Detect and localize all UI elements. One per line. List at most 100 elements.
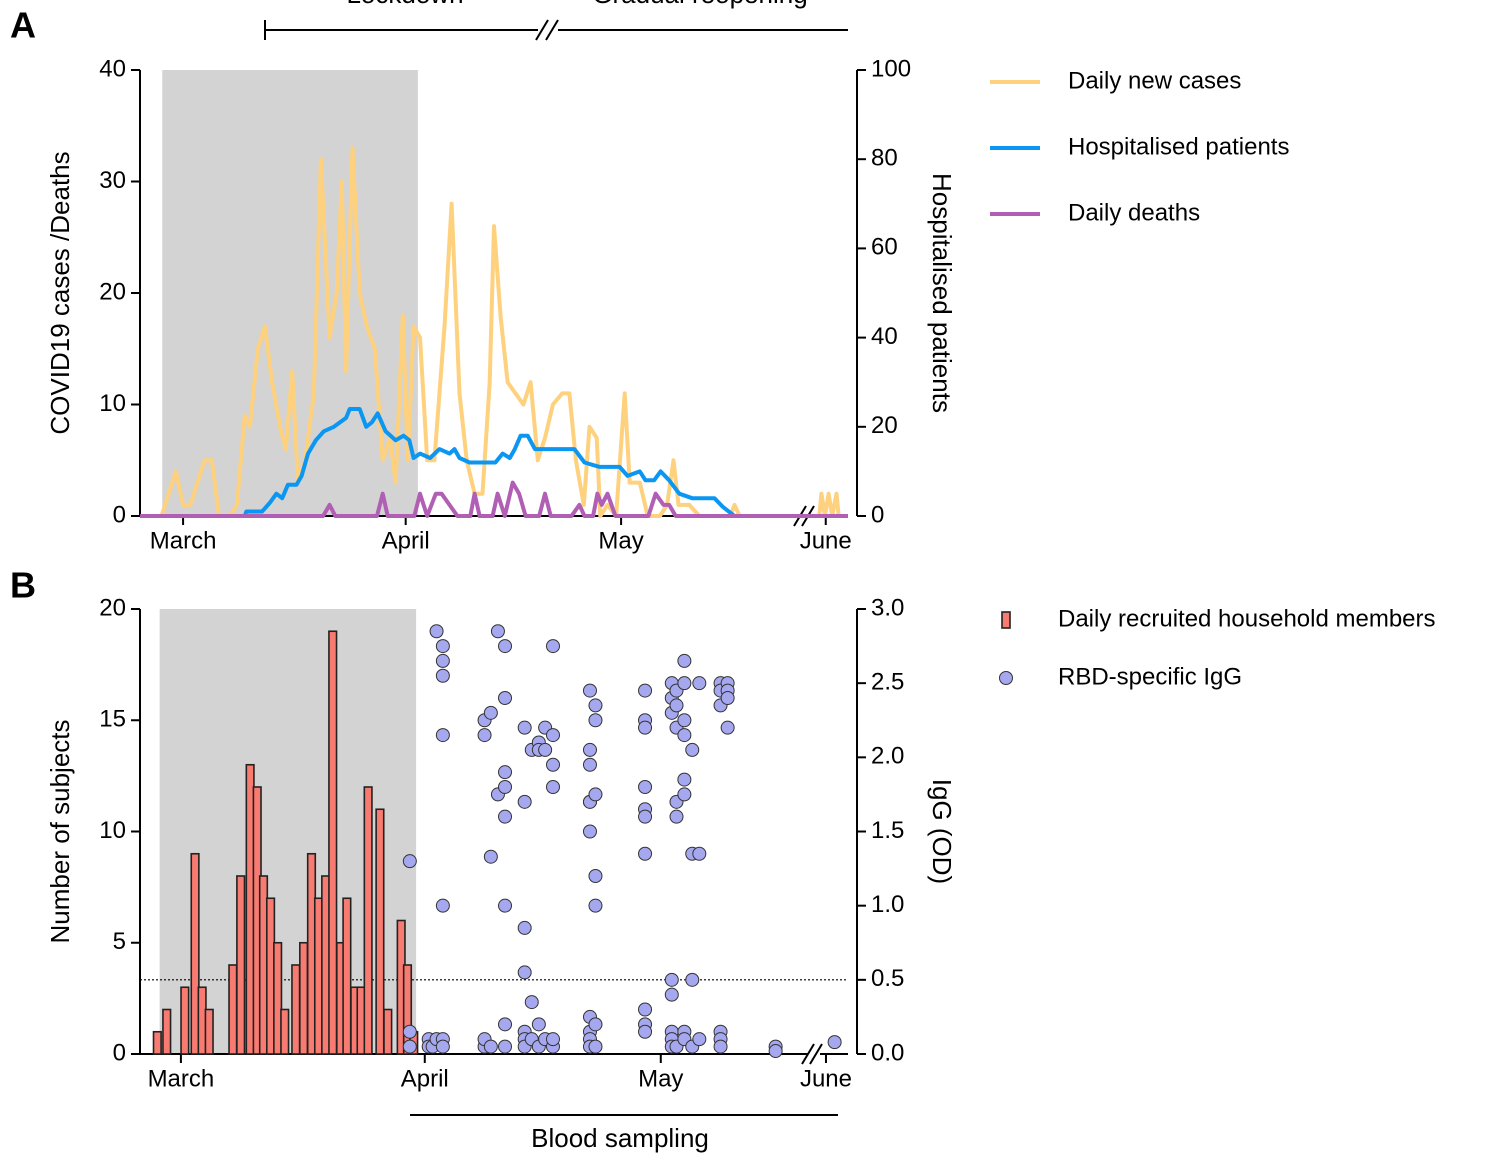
point — [588, 787, 603, 802]
x-tick-label: March — [150, 527, 217, 554]
point — [402, 854, 417, 869]
point — [692, 676, 707, 691]
y-tick-label: 10 — [99, 390, 126, 417]
point — [498, 1039, 513, 1054]
legend-label: Daily deaths — [1068, 199, 1200, 226]
lockdown-shade — [162, 70, 418, 516]
point — [677, 728, 692, 743]
point — [435, 639, 450, 654]
y2-tick-label: 100 — [871, 55, 911, 82]
y2-tick-label: 1.5 — [871, 817, 904, 844]
point — [588, 1039, 603, 1054]
point — [517, 720, 532, 735]
point — [720, 720, 735, 735]
point — [677, 676, 692, 691]
point — [402, 1039, 417, 1054]
point — [588, 713, 603, 728]
y-tick-label: 0 — [113, 501, 126, 528]
point — [685, 742, 700, 757]
point — [664, 987, 679, 1002]
point — [677, 653, 692, 668]
bar — [342, 897, 352, 1055]
bar — [180, 986, 190, 1055]
y2-tick-label: 60 — [871, 234, 898, 261]
break-mark — [801, 1043, 815, 1065]
point — [685, 972, 700, 987]
bar — [236, 875, 246, 1055]
point — [498, 898, 513, 913]
point — [638, 683, 653, 698]
point — [435, 1039, 450, 1054]
point — [638, 809, 653, 824]
point — [588, 1017, 603, 1032]
y-axis-title: COVID19 cases /Deaths — [45, 151, 75, 434]
point — [669, 809, 684, 824]
panel-letter: A — [10, 5, 36, 46]
point — [582, 683, 597, 698]
point — [429, 624, 444, 639]
point — [546, 780, 560, 794]
y2-tick-label: 0 — [871, 501, 884, 528]
bar — [273, 941, 283, 1055]
y-tick-label: 0 — [113, 1039, 126, 1066]
point — [435, 653, 450, 668]
bar — [299, 941, 309, 1055]
point — [483, 849, 498, 864]
point — [435, 898, 450, 913]
point — [498, 780, 513, 794]
bar — [402, 964, 413, 1055]
x-tick-label: April — [382, 527, 430, 554]
y2-tick-label: 2.0 — [871, 743, 904, 770]
bar — [162, 1008, 172, 1055]
point — [588, 869, 603, 883]
point — [477, 728, 492, 743]
bar — [291, 964, 301, 1055]
point — [677, 713, 692, 728]
point — [498, 765, 513, 780]
x-tick-label: June — [800, 1065, 852, 1092]
bar — [280, 1008, 290, 1055]
bar — [328, 630, 338, 1055]
y-tick-label: 40 — [99, 55, 126, 82]
point — [638, 1024, 653, 1039]
point — [713, 1039, 728, 1054]
point — [588, 698, 603, 713]
point — [546, 757, 560, 772]
x-tick-label: April — [401, 1065, 449, 1092]
y2-tick-label: 2.5 — [871, 669, 904, 696]
bar — [375, 808, 385, 1055]
point — [483, 705, 498, 720]
legend-swatch — [999, 671, 1013, 685]
point — [669, 698, 684, 713]
annotation: Lockdown — [346, 0, 463, 9]
y2-axis-title: Hospitalised patients — [927, 173, 957, 413]
point — [638, 720, 653, 735]
bar — [152, 1030, 162, 1055]
x-tick-label: June — [800, 527, 852, 554]
legend-label: RBD-specific IgG — [1058, 663, 1242, 690]
point — [692, 1032, 707, 1047]
point — [490, 624, 505, 639]
legend-swatch — [1001, 611, 1011, 629]
y-tick-label: 20 — [99, 278, 126, 305]
point — [435, 668, 450, 683]
annotation: Blood sampling — [531, 1123, 709, 1153]
point — [768, 1044, 783, 1059]
series-line — [140, 146, 841, 518]
series-line — [140, 407, 848, 518]
x-tick-label: May — [598, 527, 643, 554]
point — [827, 1035, 842, 1050]
legend-label: Daily recruited household members — [1058, 605, 1436, 632]
bar — [190, 852, 200, 1055]
y-axis-title: Number of subjects — [45, 720, 75, 944]
y2-tick-label: 0.5 — [871, 965, 904, 992]
point — [582, 824, 597, 839]
x-tick-label: March — [148, 1065, 215, 1092]
y2-tick-label: 1.0 — [871, 891, 904, 918]
bar — [228, 964, 238, 1055]
point — [638, 1002, 653, 1017]
point — [692, 846, 707, 861]
y2-axis-title: IgG (OD) — [927, 779, 957, 884]
panel-letter: B — [10, 565, 36, 606]
